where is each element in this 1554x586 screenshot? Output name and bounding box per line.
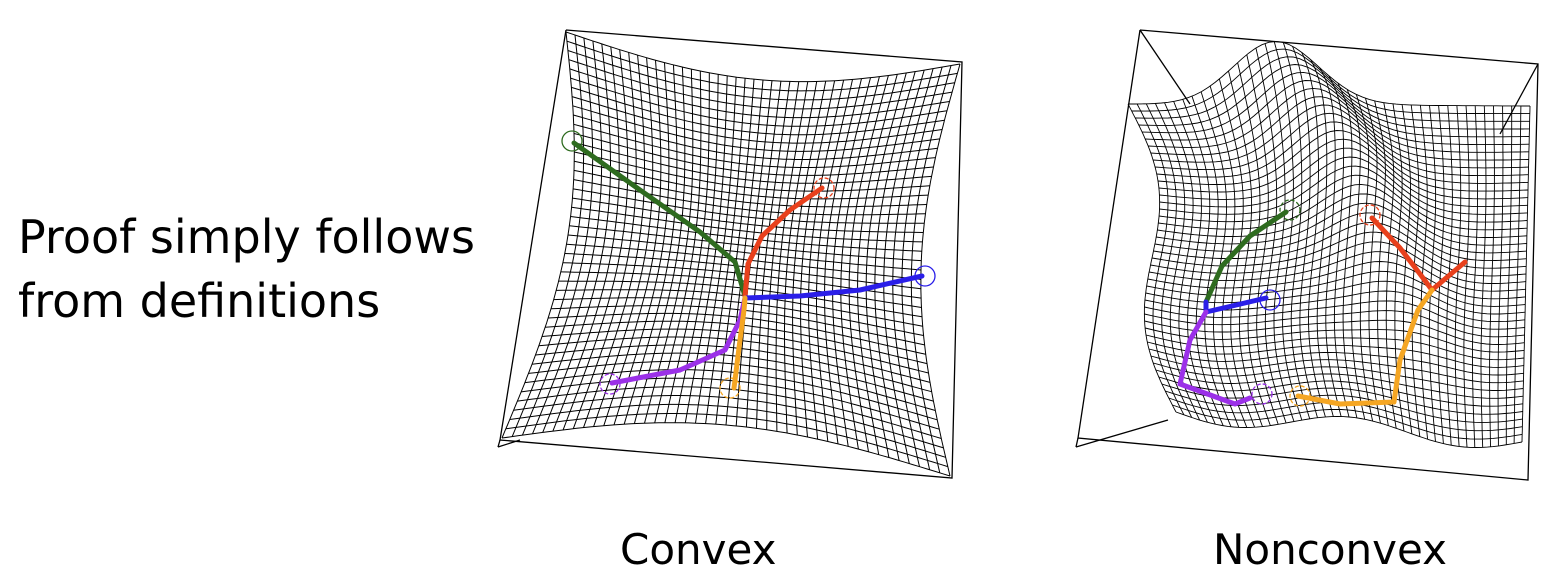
convex-start-marker-4 xyxy=(599,373,621,395)
nonconvex-start-marker-2 xyxy=(1359,204,1381,226)
caption-convex: Convex xyxy=(620,525,777,574)
convex-start-marker-3 xyxy=(914,265,936,287)
headline: Proof simply follows from definitions xyxy=(18,205,475,333)
convex-start-marker-5 xyxy=(719,377,741,399)
convex-path-2 xyxy=(742,185,825,299)
nonconvex-start-marker-1 xyxy=(1279,199,1301,221)
nonconvex-path-5 xyxy=(1295,287,1435,407)
headline-line-2: from definitions xyxy=(18,274,381,328)
nonconvex-descent-paths xyxy=(1177,199,1468,407)
convex-start-marker-1 xyxy=(561,130,583,152)
nonconvex-start-marker-3 xyxy=(1259,289,1281,311)
convex-mesh xyxy=(501,31,961,477)
nonconvex-bounding-box xyxy=(1075,29,1539,481)
nonconvex-surface-plot xyxy=(1075,29,1539,481)
nonconvex-path-4 xyxy=(1177,309,1253,407)
nonconvex-path-3 xyxy=(1203,295,1269,315)
convex-surface-plot xyxy=(497,29,963,479)
convex-start-marker-2 xyxy=(813,177,835,199)
nonconvex-start-marker-5 xyxy=(1289,385,1311,407)
convex-bounding-box xyxy=(497,29,963,479)
convex-path-3 xyxy=(742,273,925,301)
nonconvex-path-1 xyxy=(1203,209,1289,305)
caption-nonconvex: Nonconvex xyxy=(1213,525,1447,574)
convex-path-1 xyxy=(571,140,748,299)
headline-line-1: Proof simply follows xyxy=(18,210,475,264)
nonconvex-path-2 xyxy=(1369,215,1468,293)
convex-path-5 xyxy=(731,295,748,391)
nonconvex-start-marker-4 xyxy=(1251,383,1273,405)
convex-descent-paths xyxy=(561,130,936,399)
